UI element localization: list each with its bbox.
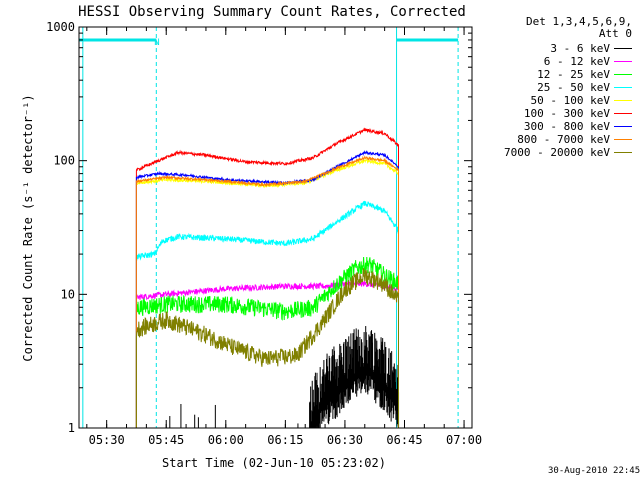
x-tick-label: 07:00 [446,433,482,447]
legend-item: 6 - 12 keV [484,55,636,68]
legend-label: 800 - 7000 keV [517,133,610,146]
x-axis-label: Start Time (02-Jun-10 05:23:02) [162,456,386,470]
chart-title: HESSI Observing Summary Count Rates, Cor… [78,4,466,20]
legend-label: 100 - 300 keV [523,107,610,120]
series-50-100-kev-line [135,158,399,428]
legend-label: 3 - 6 keV [550,42,610,55]
legend-swatch [614,152,632,153]
plot-frame [78,26,473,429]
legend-label: 25 - 50 keV [537,81,610,94]
legend-label: 6 - 12 keV [543,55,610,68]
legend-item: 800 - 7000 keV [484,133,636,146]
flag-layer [79,27,459,428]
legend-item: 100 - 300 keV [484,107,636,120]
legend-swatch [614,61,632,62]
legend-swatch [614,74,632,75]
legend-swatch [614,139,632,140]
y-tick-label: 100 [53,154,75,168]
legend-label: 12 - 25 keV [537,68,610,81]
flag-label: N [154,38,159,48]
legend-item: 25 - 50 keV [484,81,636,94]
legend-item: 3 - 6 keV [484,42,636,55]
series-800-7000-kev-line [135,155,399,428]
legend-label: 300 - 800 keV [523,120,610,133]
series-100-300-kev-line [135,127,399,428]
y-axis-label: Corrected Count Rate (s⁻¹ detector⁻¹) [21,94,35,361]
series-25-50-kev-line [135,200,399,428]
series-12-25-kev-line [135,256,399,428]
date-stamp: 30-Aug-2010 22:45 [548,466,640,476]
legend-swatch [614,48,632,49]
series-7000-20000-kev-line [135,267,399,428]
x-tick-label: 05:30 [89,433,125,447]
legend-header-detectors: Det 1,3,4,5,6,9, [526,15,632,28]
legend-swatch [614,87,632,88]
y-tick-label: 1 [68,421,75,435]
legend-label: 7000 - 20000 keV [504,146,610,159]
legend-header-attenuator: Att 0 [598,27,632,40]
legend-item: 50 - 100 keV [484,94,636,107]
legend-label: 50 - 100 keV [530,94,610,107]
x-tick-label: 06:00 [208,433,244,447]
y-tick-label: 1000 [46,20,75,34]
legend-swatch [614,100,632,101]
legend-item: 12 - 25 keV [484,68,636,81]
ticks-layer: 05:30 05:45 06:00 06:15 06:30 06:45 07:00 1 10 10… [46,20,482,447]
series-layer [135,127,400,428]
x-tick-label: 06:15 [267,433,303,447]
legend-item: 300 - 800 keV [484,120,636,133]
legend-item: 7000 - 20000 keV [484,146,636,159]
series-300-800-kev-line [135,149,399,428]
x-tick-label: 06:45 [386,433,422,447]
x-tick-label: 05:45 [148,433,184,447]
axes-layer [78,26,473,429]
legend-swatch [614,126,632,127]
x-tick-label: 06:30 [327,433,363,447]
legend-swatch [614,113,632,114]
y-tick-label: 10 [61,287,75,301]
